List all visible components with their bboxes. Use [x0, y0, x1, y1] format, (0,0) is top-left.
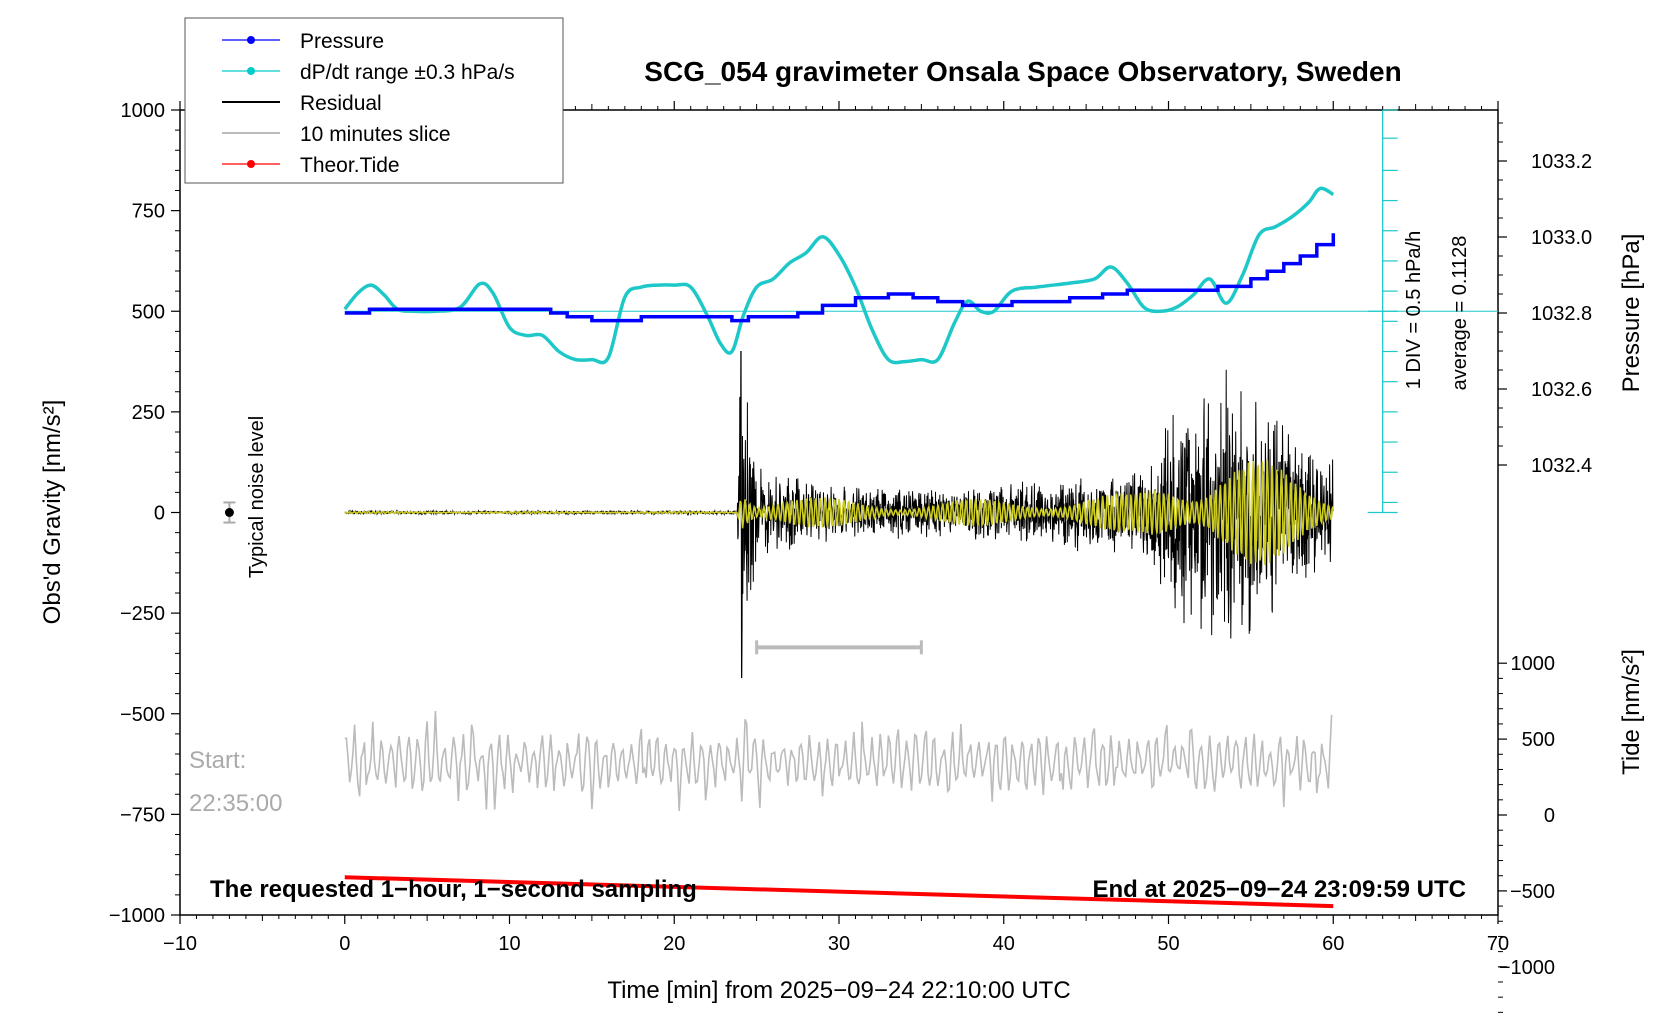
pressure-tick-label: 1032.4 — [1531, 455, 1592, 477]
legend-marker-tide — [247, 160, 255, 168]
average-label: average = 0.1128 — [1449, 236, 1471, 391]
x-axis-title: Time [min] from 2025−09−24 22:10:00 UTC — [607, 977, 1070, 1004]
legend-label-pressure: Pressure — [300, 30, 384, 53]
x-tick-label: 20 — [663, 933, 685, 955]
x-tick-label: 70 — [1487, 933, 1509, 955]
y-axis-pressure: 1033.2 1033.0 1032.8 1032.6 1032.4 — [1498, 122, 1592, 477]
legend-marker-pressure — [247, 36, 255, 44]
chart-title: SCG_054 gravimeter Onsala Space Observat… — [644, 56, 1401, 87]
legend: Pressure dP/dt range ±0.3 hPa/s Residual… — [184, 17, 564, 184]
pressure-series — [344, 233, 1336, 323]
start-time: 22:35:00 — [189, 790, 282, 817]
sampling-note: The requested 1−hour, 1−second sampling — [210, 876, 697, 903]
tide-tick-label: 1000 — [1511, 653, 1556, 675]
slice-series — [344, 710, 1333, 811]
series-layer — [223, 186, 1336, 909]
y-tick-label: 500 — [132, 301, 165, 323]
noise-point — [224, 508, 234, 517]
y-axis-left: 1000 750 500 250 0 −250 −500 −750 −1000 — [109, 100, 180, 927]
pressure-tick-label: 1032.6 — [1531, 379, 1592, 401]
legend-label-slice: 10 minutes slice — [300, 123, 451, 146]
x-axis: −10 0 10 20 30 40 50 60 70 — [163, 101, 1509, 955]
pressure-tick-label: 1032.8 — [1531, 303, 1592, 325]
y-tick-label: −750 — [120, 804, 165, 826]
x-tick-label: −10 — [163, 933, 197, 955]
x-tick-label: 30 — [828, 933, 850, 955]
dpdt-scale — [344, 109, 1498, 514]
y-tick-label: 1000 — [121, 100, 166, 122]
x-tick-label: 60 — [1322, 933, 1344, 955]
x-tick-label: 40 — [993, 933, 1015, 955]
pressure-tick-label: 1033.2 — [1531, 151, 1592, 173]
tide-tick-label: −500 — [1510, 881, 1555, 903]
y-tick-label: 250 — [132, 402, 165, 424]
legend-item-slice: 10 minutes slice — [222, 123, 451, 146]
legend-label-residual: Residual — [300, 92, 382, 115]
y-tick-label: −500 — [120, 704, 165, 726]
legend-box — [184, 17, 564, 184]
tide-tick-label: −1000 — [1499, 957, 1555, 979]
y-axis-tide-title: Tide [nm/s²] — [1618, 649, 1645, 775]
legend-item-tide: Theor.Tide — [222, 154, 400, 177]
y-tick-label: −1000 — [109, 905, 165, 927]
tide-tick-label: 500 — [1522, 729, 1555, 751]
div-scale-label: 1 DIV = 0.5 hPa/h — [1403, 231, 1425, 389]
x-tick-label: 50 — [1157, 933, 1179, 955]
y-tick-label: −250 — [120, 603, 165, 625]
y-axis-left-title: Obs'd Gravity [nm/s²] — [39, 400, 66, 625]
end-time-note: End at 2025−09−24 23:09:59 UTC — [1092, 876, 1466, 903]
pressure-tick-label: 1033.0 — [1531, 227, 1592, 249]
x-tick-label: 10 — [498, 933, 520, 955]
y-tick-label: 0 — [154, 503, 165, 525]
y-axis-pressure-title: Pressure [hPa] — [1618, 234, 1645, 393]
legend-marker-dpdt — [247, 67, 255, 75]
legend-label-dpdt: dP/dt range ±0.3 hPa/s — [300, 61, 515, 84]
y-tick-label: 750 — [132, 201, 165, 223]
filtered-residual-series — [344, 459, 1334, 566]
tide-series — [344, 875, 1334, 909]
start-label: Start: — [189, 747, 246, 774]
legend-item-pressure: Pressure — [222, 30, 384, 53]
legend-item-dpdt: dP/dt range ±0.3 hPa/s — [222, 61, 515, 84]
legend-item-residual: Residual — [222, 92, 382, 115]
legend-label-tide: Theor.Tide — [300, 154, 400, 177]
dpdt-series — [343, 186, 1335, 365]
x-tick-label: 0 — [339, 933, 350, 955]
noise-level-label: Typical noise level — [246, 416, 268, 578]
tide-tick-label: 0 — [1544, 805, 1555, 827]
